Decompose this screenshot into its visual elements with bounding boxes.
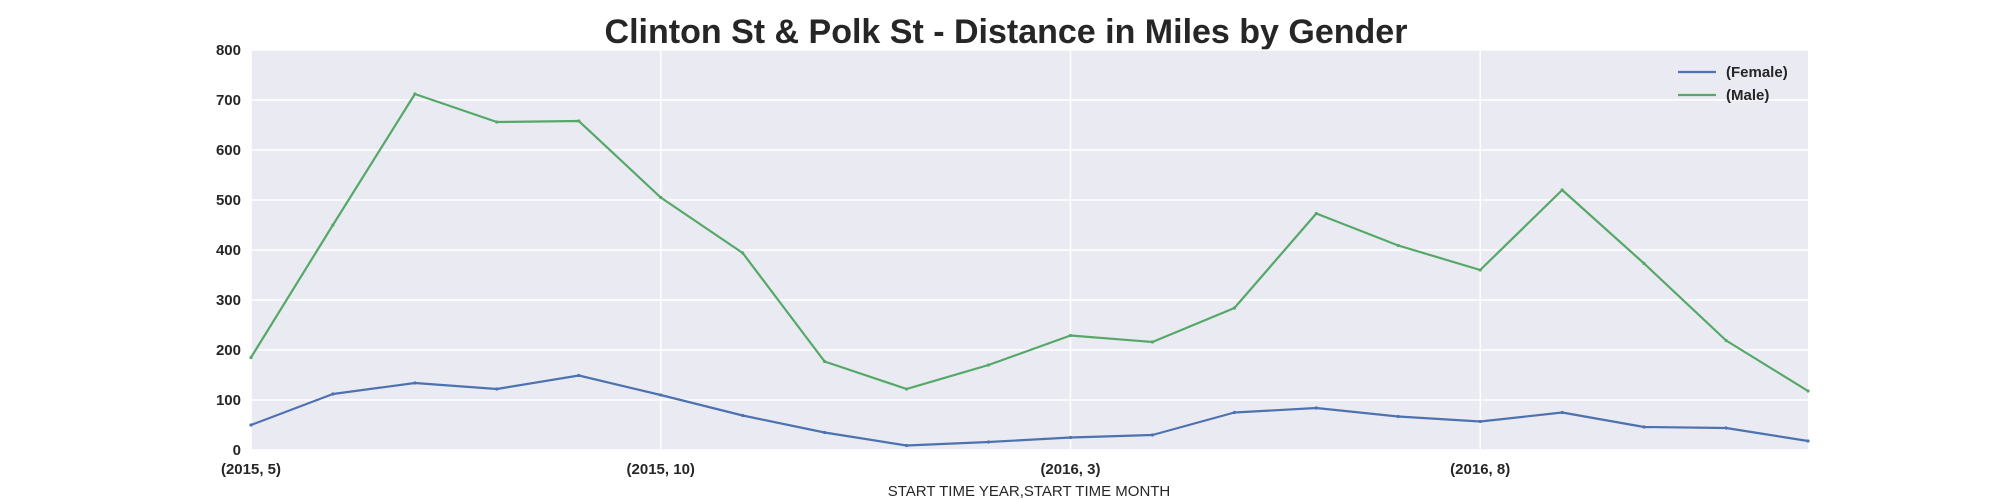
data-point <box>741 413 745 418</box>
data-point <box>495 387 499 391</box>
series-line <box>250 92 1809 392</box>
series-lines <box>249 92 1810 448</box>
data-point <box>1560 410 1564 415</box>
data-point <box>495 120 499 124</box>
data-point <box>905 387 909 391</box>
data-point <box>1724 426 1728 430</box>
data-point <box>659 195 663 200</box>
x-axis-label: START TIME YEAR,START TIME MONTH <box>888 483 1171 500</box>
data-point <box>1068 435 1073 440</box>
data-point <box>577 373 581 378</box>
data-point <box>331 392 335 396</box>
data-point <box>1150 433 1154 437</box>
data-point <box>1478 268 1482 272</box>
data-point <box>741 251 745 255</box>
x-tick-label: (2016, 3) <box>1040 461 1100 478</box>
data-point <box>413 381 417 385</box>
data-point <box>1396 243 1400 248</box>
y-tick-label: 600 <box>216 142 241 159</box>
data-point <box>986 440 991 444</box>
data-point <box>1642 261 1646 266</box>
y-tick-label: 700 <box>216 92 241 109</box>
data-point <box>1232 410 1236 415</box>
y-tick-label: 100 <box>216 392 241 409</box>
data-point <box>1642 425 1646 429</box>
x-axis-ticks: (2015, 5) (2015, 10) (2016, 3) (2016, 8) <box>221 461 1510 478</box>
data-point <box>249 423 253 427</box>
data-point <box>823 430 827 435</box>
y-tick-label: 200 <box>216 342 241 359</box>
data-point <box>577 119 581 123</box>
y-tick-label: 800 <box>216 42 241 59</box>
data-point <box>1806 439 1810 443</box>
data-point <box>1806 389 1810 393</box>
data-point <box>823 359 827 364</box>
legend-label: (Female) <box>1726 64 1788 81</box>
data-point <box>1314 406 1318 410</box>
data-point <box>1478 419 1482 424</box>
data-point <box>986 363 991 367</box>
data-point <box>905 443 909 448</box>
data-point <box>1068 333 1073 338</box>
x-tick-label: (2015, 10) <box>627 461 695 478</box>
y-tick-label: 400 <box>216 242 241 259</box>
y-tick-label: 500 <box>216 192 241 209</box>
data-point <box>1314 211 1318 216</box>
series-line <box>250 374 1809 447</box>
data-point <box>1396 414 1400 419</box>
x-tick-label: (2015, 5) <box>221 461 281 478</box>
data-point <box>1724 338 1728 343</box>
data-point <box>331 223 335 227</box>
x-tick-label: (2016, 8) <box>1450 461 1510 478</box>
data-point <box>659 393 663 397</box>
data-point <box>1232 306 1236 310</box>
legend-label: (Male) <box>1726 87 1769 104</box>
legend: (Female) (Male) <box>1678 64 1788 104</box>
data-point <box>1560 188 1564 192</box>
y-tick-label: 0 <box>233 442 241 459</box>
y-axis-ticks: 0 100 200 300 400 500 600 700 800 <box>216 42 241 459</box>
data-point <box>249 355 253 360</box>
y-tick-label: 300 <box>216 292 241 309</box>
chart-title: Clinton St & Polk St - Distance in Miles… <box>605 13 1408 51</box>
data-point <box>413 92 417 96</box>
data-point <box>1150 340 1154 344</box>
